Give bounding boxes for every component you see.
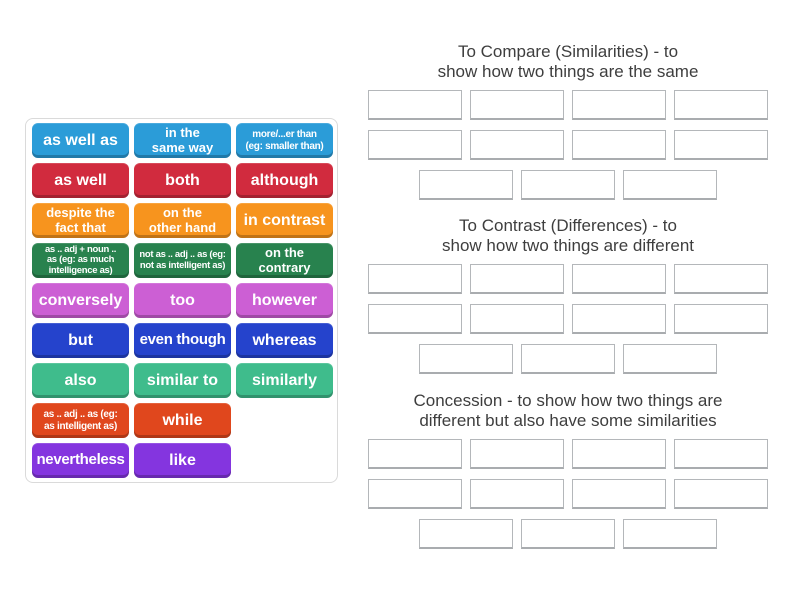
answer-slot[interactable] bbox=[572, 130, 666, 160]
word-tile[interactable]: as .. adj .. as (eg: as intelligent as) bbox=[32, 403, 129, 438]
word-bank: as well as in the same way more/...er th… bbox=[25, 118, 338, 483]
word-tile[interactable]: as .. adj + noun .. as (eg: as much inte… bbox=[32, 243, 129, 278]
answer-slot[interactable] bbox=[368, 264, 462, 294]
word-tile[interactable]: while bbox=[134, 403, 231, 438]
answer-slot[interactable] bbox=[623, 344, 717, 374]
answer-slot[interactable] bbox=[470, 304, 564, 334]
group-compare: To Compare (Similarities) - to show how … bbox=[368, 42, 768, 200]
answer-slot[interactable] bbox=[419, 344, 513, 374]
word-tile[interactable]: both bbox=[134, 163, 231, 198]
answer-slot[interactable] bbox=[470, 90, 564, 120]
answer-slot[interactable] bbox=[470, 130, 564, 160]
word-tile[interactable]: also bbox=[32, 363, 129, 398]
word-tile[interactable]: despite the fact that bbox=[32, 203, 129, 238]
word-tile[interactable]: in contrast bbox=[236, 203, 333, 238]
word-tile[interactable]: even though bbox=[134, 323, 231, 358]
answer-slot[interactable] bbox=[419, 519, 513, 549]
group-title: To Contrast (Differences) - to show how … bbox=[442, 216, 694, 255]
word-tile[interactable]: in the same way bbox=[134, 123, 231, 158]
answer-slot[interactable] bbox=[470, 479, 564, 509]
answer-slot[interactable] bbox=[674, 479, 768, 509]
answer-slot[interactable] bbox=[470, 439, 564, 469]
word-tile[interactable]: conversely bbox=[32, 283, 129, 318]
answer-slot[interactable] bbox=[572, 439, 666, 469]
word-tile[interactable]: as well bbox=[32, 163, 129, 198]
word-tile[interactable]: similar to bbox=[134, 363, 231, 398]
answer-slot[interactable] bbox=[623, 519, 717, 549]
answer-slot[interactable] bbox=[674, 130, 768, 160]
answer-slot[interactable] bbox=[368, 130, 462, 160]
answer-slot[interactable] bbox=[368, 439, 462, 469]
word-tile[interactable]: on the contrary bbox=[236, 243, 333, 278]
word-tile[interactable]: nevertheless bbox=[32, 443, 129, 478]
word-tile[interactable]: not as .. adj .. as (eg: not as intellig… bbox=[134, 243, 231, 278]
answer-slot[interactable] bbox=[368, 90, 462, 120]
word-tile[interactable]: on the other hand bbox=[134, 203, 231, 238]
word-tile[interactable]: but bbox=[32, 323, 129, 358]
answer-slot[interactable] bbox=[521, 170, 615, 200]
answer-slot[interactable] bbox=[674, 304, 768, 334]
answer-slot[interactable] bbox=[623, 170, 717, 200]
word-tile[interactable]: like bbox=[134, 443, 231, 478]
group-title: To Compare (Similarities) - to show how … bbox=[437, 42, 699, 81]
answer-slot[interactable] bbox=[368, 304, 462, 334]
group-contrast: To Contrast (Differences) - to show how … bbox=[368, 216, 768, 374]
group-slots bbox=[368, 264, 768, 374]
word-tile[interactable]: whereas bbox=[236, 323, 333, 358]
answer-slot[interactable] bbox=[674, 264, 768, 294]
word-tile[interactable]: as well as bbox=[32, 123, 129, 158]
word-tile[interactable]: although bbox=[236, 163, 333, 198]
group-concession: Concession - to show how two things are … bbox=[368, 391, 768, 549]
word-tile[interactable]: similarly bbox=[236, 363, 333, 398]
answer-slot[interactable] bbox=[470, 264, 564, 294]
answer-slot[interactable] bbox=[572, 479, 666, 509]
answer-slot[interactable] bbox=[674, 439, 768, 469]
answer-slot[interactable] bbox=[674, 90, 768, 120]
group-slots bbox=[368, 439, 768, 549]
answer-slot[interactable] bbox=[572, 90, 666, 120]
answer-slot[interactable] bbox=[419, 170, 513, 200]
answer-slot[interactable] bbox=[521, 344, 615, 374]
answer-slot[interactable] bbox=[521, 519, 615, 549]
answer-slot[interactable] bbox=[368, 479, 462, 509]
answer-slot[interactable] bbox=[572, 304, 666, 334]
answer-slot[interactable] bbox=[572, 264, 666, 294]
group-title: Concession - to show how two things are … bbox=[413, 391, 723, 430]
group-slots bbox=[368, 90, 768, 200]
word-tile[interactable]: however bbox=[236, 283, 333, 318]
word-tile[interactable]: too bbox=[134, 283, 231, 318]
word-tile[interactable]: more/...er than (eg: smaller than) bbox=[236, 123, 333, 158]
